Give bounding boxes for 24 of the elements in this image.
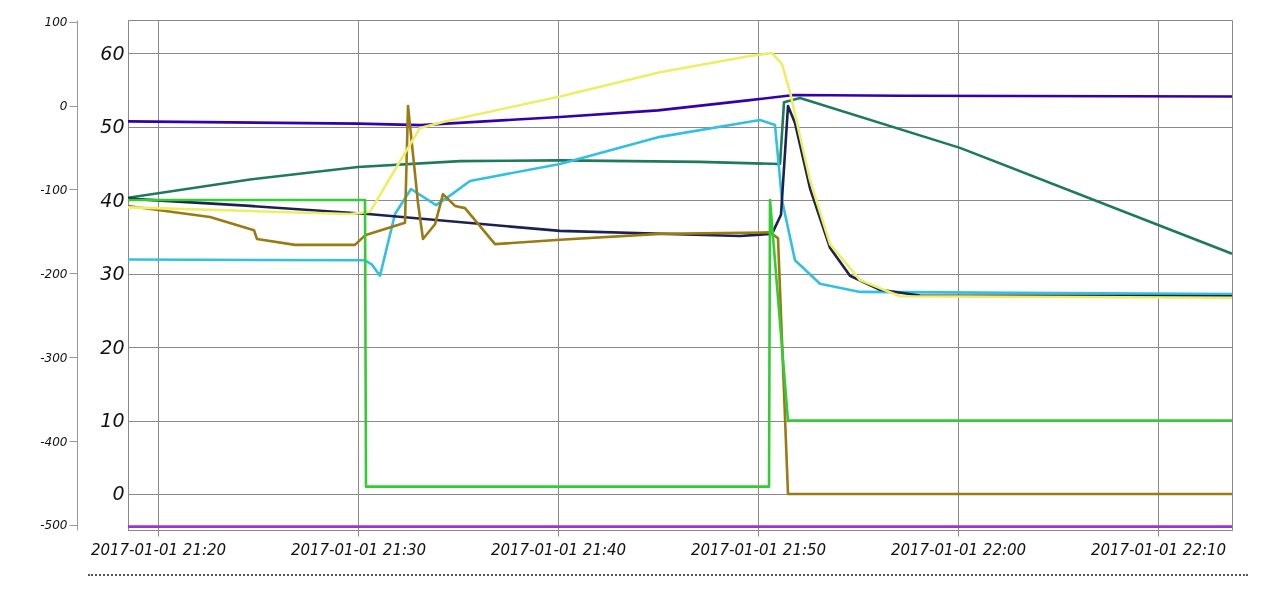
x-tick-label: 2017-01-01 21:30 [290, 540, 427, 559]
y-tick-label: 50 [100, 115, 125, 138]
line-series [128, 93, 1232, 127]
line-series [128, 96, 1232, 255]
y-tick-label: 30 [100, 262, 125, 285]
y2-tick-label: 100 [44, 15, 68, 30]
y-tick-label: 0 [112, 482, 125, 505]
y2-tick-label: 0 [59, 99, 68, 114]
y2-tick-label: -300 [40, 350, 68, 365]
line-series [128, 51, 1232, 300]
y-tick-label: 40 [100, 188, 125, 211]
x-tick-label: 2017-01-01 22:10 [1090, 540, 1227, 559]
x-tick-label: 2017-01-01 21:50 [690, 540, 827, 559]
y2-tick-label: -200 [40, 266, 68, 281]
x-tick-label: 2017-01-01 22:00 [890, 540, 1027, 559]
y2-tick-label: -100 [40, 182, 68, 197]
y-tick-label: 60 [100, 41, 125, 64]
x-tick-label: 2017-01-01 21:20 [90, 540, 227, 559]
y-tick-label: 20 [100, 335, 125, 358]
x-tick-label: 2017-01-01 21:40 [490, 540, 627, 559]
y2-tick-label: -500 [40, 518, 68, 533]
y-tick-label: 10 [100, 409, 125, 431]
line-series [128, 104, 1232, 496]
y2-tick-label: -400 [40, 434, 68, 449]
